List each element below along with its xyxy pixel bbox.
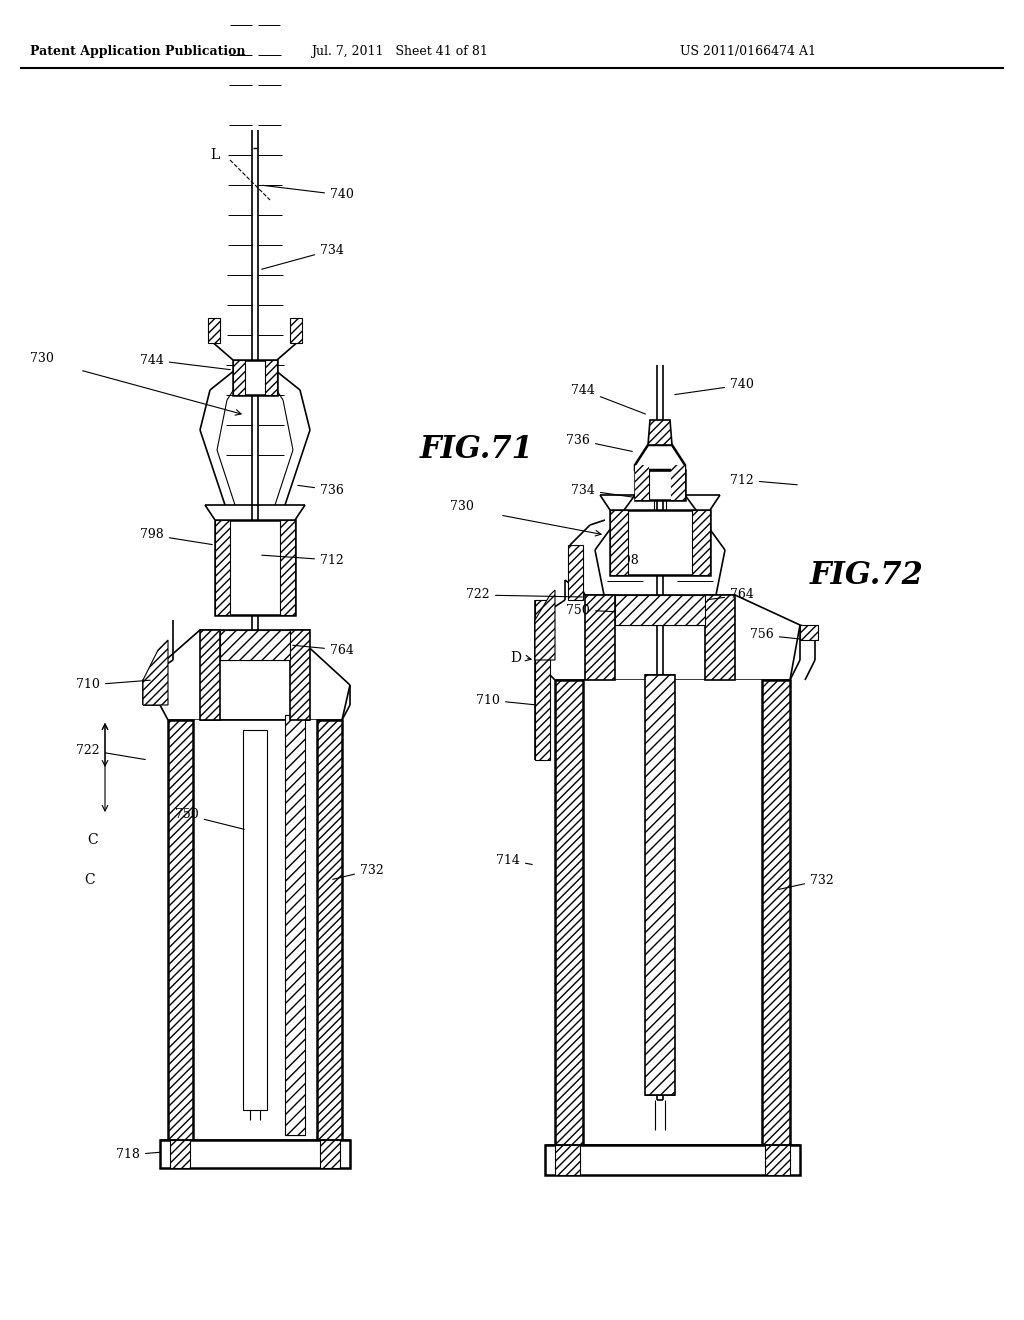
Text: Jul. 7, 2011   Sheet 41 of 81: Jul. 7, 2011 Sheet 41 of 81 xyxy=(311,45,488,58)
Text: 732: 732 xyxy=(333,863,384,879)
Bar xyxy=(265,360,278,395)
Bar xyxy=(555,1144,580,1175)
Text: 730: 730 xyxy=(30,351,54,364)
Polygon shape xyxy=(143,640,168,705)
Bar xyxy=(545,1144,800,1175)
Bar xyxy=(635,465,649,500)
Bar xyxy=(280,520,295,615)
Bar xyxy=(535,601,550,760)
Text: 734: 734 xyxy=(262,243,344,269)
Bar xyxy=(290,630,310,719)
Text: 798: 798 xyxy=(140,528,212,545)
Bar xyxy=(610,510,710,576)
Text: 764: 764 xyxy=(293,644,354,656)
Text: 750: 750 xyxy=(566,603,642,616)
Bar xyxy=(208,318,220,343)
Text: D: D xyxy=(510,651,521,665)
Bar xyxy=(583,680,762,1144)
Text: 764: 764 xyxy=(708,589,754,602)
Bar xyxy=(317,719,342,1140)
Bar xyxy=(290,318,302,343)
Bar xyxy=(193,719,317,1140)
Bar xyxy=(615,595,705,624)
Bar xyxy=(635,470,685,500)
Bar xyxy=(645,675,675,1096)
Text: Patent Application Publication: Patent Application Publication xyxy=(30,45,246,58)
Text: 736: 736 xyxy=(566,433,632,451)
Text: L: L xyxy=(210,148,219,162)
Text: C: C xyxy=(88,833,98,847)
Polygon shape xyxy=(635,445,685,470)
Text: US 2011/0166474 A1: US 2011/0166474 A1 xyxy=(680,45,816,58)
Bar xyxy=(243,730,267,1110)
Text: 710: 710 xyxy=(476,693,535,706)
Text: 732: 732 xyxy=(778,874,834,890)
Text: 730: 730 xyxy=(450,500,474,513)
Text: FIG.71: FIG.71 xyxy=(420,434,534,466)
Bar xyxy=(215,520,230,615)
Bar xyxy=(762,680,790,1144)
Bar xyxy=(285,715,305,1135)
Bar xyxy=(585,595,615,680)
Text: 722: 722 xyxy=(466,589,583,602)
Text: 744: 744 xyxy=(571,384,645,414)
Bar xyxy=(800,624,818,640)
Bar xyxy=(568,545,583,601)
Text: 714: 714 xyxy=(496,854,532,866)
Bar xyxy=(319,1140,340,1168)
Text: 756: 756 xyxy=(750,628,807,642)
Text: 722: 722 xyxy=(77,743,145,759)
Bar xyxy=(635,470,649,500)
Bar xyxy=(160,1140,350,1168)
Bar xyxy=(671,465,685,500)
Bar xyxy=(765,1144,790,1175)
Bar xyxy=(610,510,628,576)
Text: 744: 744 xyxy=(140,354,230,370)
Bar xyxy=(671,470,685,500)
Polygon shape xyxy=(535,590,555,660)
Text: 740: 740 xyxy=(675,379,754,395)
Text: FIG.72: FIG.72 xyxy=(810,560,924,590)
Bar xyxy=(692,510,710,576)
Bar xyxy=(170,1140,190,1168)
Text: 740: 740 xyxy=(263,185,354,202)
Bar xyxy=(233,360,245,395)
Bar xyxy=(555,680,583,1144)
Text: 734: 734 xyxy=(571,483,650,499)
Bar xyxy=(705,595,735,680)
Text: 718: 718 xyxy=(116,1148,160,1162)
Text: 750: 750 xyxy=(175,808,245,829)
Bar xyxy=(233,360,278,395)
Polygon shape xyxy=(648,420,672,445)
Text: 736: 736 xyxy=(298,483,344,496)
Text: 798: 798 xyxy=(615,553,639,566)
Text: 712: 712 xyxy=(730,474,798,487)
Bar xyxy=(220,630,290,660)
Bar xyxy=(215,520,295,615)
Bar xyxy=(200,630,220,719)
Text: 710: 710 xyxy=(76,678,151,692)
Bar xyxy=(168,719,193,1140)
Text: 712: 712 xyxy=(262,553,344,566)
Text: C: C xyxy=(85,873,95,887)
